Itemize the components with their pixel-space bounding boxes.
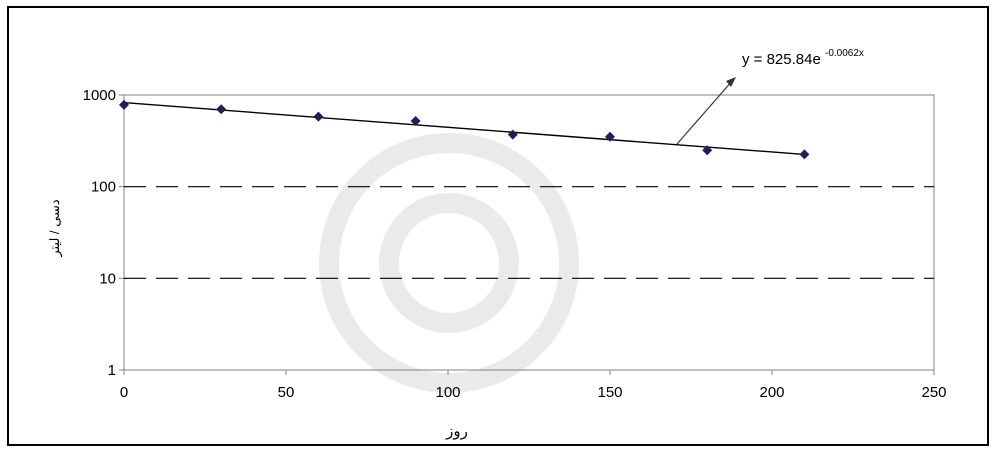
chart-svg: 1 10 100 1000 0 50 100 150 200 250 روز دسی / لیت… xyxy=(47,48,947,440)
plot-area xyxy=(123,94,935,371)
trendline-equation: y = 825.84e -0.0062x xyxy=(742,48,864,68)
y-axis-label: دسی / لیتر xyxy=(47,199,63,258)
y-tick-label: 1 xyxy=(108,362,116,379)
x-tick-label: 50 xyxy=(278,384,295,401)
trendline xyxy=(123,101,805,156)
data-point xyxy=(605,131,615,142)
data-point xyxy=(313,111,324,122)
data-point xyxy=(507,129,518,140)
equation-main: y = 825.84e xyxy=(742,51,821,68)
chart-frame: 1 10 100 1000 0 50 100 150 200 250 روز دسی / لیت… xyxy=(7,6,989,446)
equation-arrow-head xyxy=(726,77,736,87)
data-point xyxy=(119,99,129,110)
data-point xyxy=(799,149,810,160)
x-tick-label: 100 xyxy=(435,384,460,401)
y-tick-label: 1000 xyxy=(83,87,116,104)
data-point xyxy=(702,145,713,156)
watermark-rosette xyxy=(319,133,579,393)
y-tick-label: 100 xyxy=(91,179,116,196)
data-point xyxy=(410,116,421,127)
x-tick-label: 200 xyxy=(759,384,784,401)
gridlines xyxy=(124,186,934,279)
equation-arrow xyxy=(676,79,734,145)
chart-container: 1 10 100 1000 0 50 100 150 200 250 روز دسی / لیت… xyxy=(7,6,989,446)
x-axis-label: روز xyxy=(445,423,468,440)
x-axis-ticks: 0 50 100 150 200 250 xyxy=(120,370,947,401)
y-axis-ticks: 1 10 100 1000 xyxy=(83,87,124,379)
trendline-group xyxy=(123,101,805,156)
data-points xyxy=(119,99,810,160)
data-point xyxy=(216,104,227,115)
x-tick-label: 150 xyxy=(597,384,622,401)
x-tick-label: 0 xyxy=(120,384,128,401)
y-tick-label: 10 xyxy=(99,270,116,287)
x-tick-label: 250 xyxy=(921,384,946,401)
equation-exponent: -0.0062x xyxy=(825,48,864,59)
